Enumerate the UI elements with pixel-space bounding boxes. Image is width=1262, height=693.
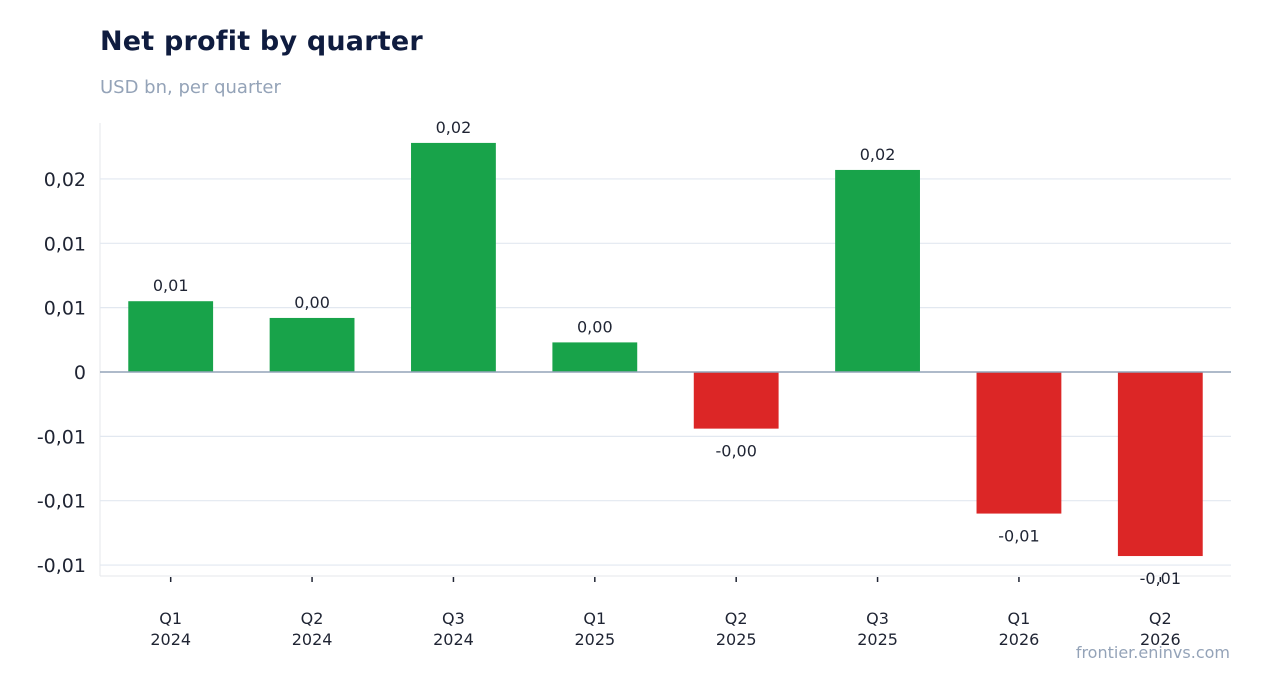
y-tick-label: -0,01 [37, 491, 86, 513]
data-label: 0,02 [860, 145, 896, 164]
source-credit: frontier.eninvs.com [1075, 643, 1230, 662]
x-tick-label-line: 2025 [574, 630, 615, 649]
x-tick-label-line: Q1 [583, 609, 606, 628]
y-tick-label: -0,01 [37, 426, 86, 448]
data-label: 0,01 [153, 276, 189, 295]
y-tick-label: -0,01 [37, 555, 86, 577]
x-tick-label-line: Q2 [1149, 609, 1172, 628]
bar [128, 301, 214, 372]
x-tick-label: Q1 2025 [574, 609, 615, 649]
data-label: 0,00 [577, 317, 613, 336]
bar [269, 317, 355, 372]
x-tick-label: Q3 2024 [433, 609, 474, 649]
data-label: -0,00 [715, 442, 756, 461]
x-tick-label-line: 2024 [292, 630, 333, 649]
bar [411, 142, 496, 372]
data-label: -0,01 [998, 527, 1039, 546]
chart-title: Net profit by quarter [100, 26, 423, 57]
data-label: 0,00 [294, 293, 330, 312]
x-tick-label-line: 2024 [150, 630, 191, 649]
x-tick-label: Q2 2026 [1140, 609, 1181, 649]
y-tick-label: 0,02 [44, 169, 86, 191]
x-tick-label-line: Q1 [159, 609, 182, 628]
x-tick-label-line: 2026 [1140, 630, 1181, 649]
chart-subtitle: USD bn, per quarter [100, 77, 281, 98]
bar [835, 169, 920, 372]
x-tick-label: Q2 2025 [716, 609, 757, 649]
bar [693, 372, 779, 429]
data-label: 0,02 [436, 118, 472, 137]
bar [976, 372, 1062, 514]
y-tick-label: 0 [74, 362, 86, 384]
x-tick-label-line: 2025 [857, 630, 898, 649]
bar [552, 342, 638, 372]
x-tick-label: Q2 2024 [292, 609, 333, 649]
x-tick-label-line: Q3 [442, 609, 465, 628]
x-tick-label-line: Q3 [866, 609, 889, 628]
x-tick-label-line: 2025 [716, 630, 757, 649]
x-tick-label: Q1 2026 [999, 609, 1040, 649]
x-tick-label-line: Q2 [301, 609, 324, 628]
x-tick-label-line: 2026 [999, 630, 1040, 649]
y-tick-label: 0,01 [44, 298, 86, 320]
x-tick-label: Q3 2025 [857, 609, 898, 649]
x-tick-label-line: 2024 [433, 630, 474, 649]
x-tick-label-line: Q2 [725, 609, 748, 628]
x-tick-label: Q1 2024 [150, 609, 191, 649]
bar [1117, 372, 1203, 557]
y-tick-label: 0,01 [44, 233, 86, 255]
x-tick-label-line: Q1 [1008, 609, 1031, 628]
